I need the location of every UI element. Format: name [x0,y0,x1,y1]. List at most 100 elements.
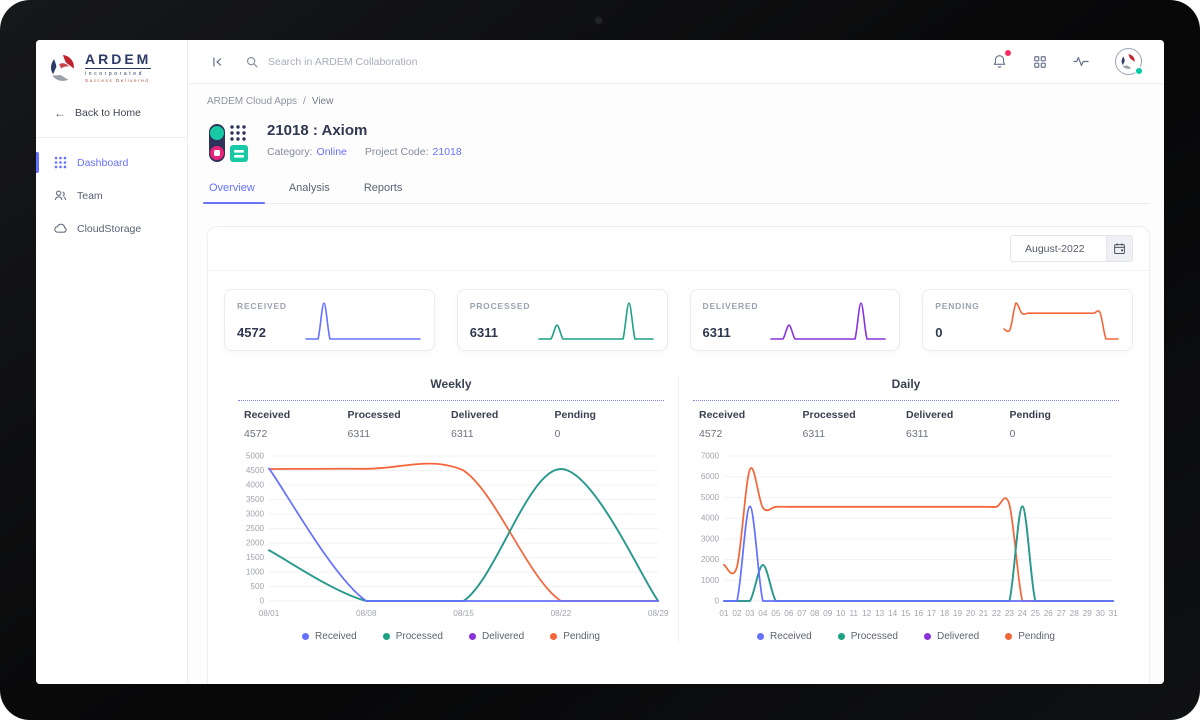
panel-body: RECEIVED 4572 PROCESSED 6311 DEL [208,271,1149,642]
legend-item-delivered[interactable]: Delivered [924,631,979,642]
legend-item-received[interactable]: Received [302,631,357,642]
stat-value: 6311 [702,325,731,340]
stat-value: 6311 [469,325,498,340]
svg-text:10: 10 [836,608,845,618]
brand-name: ARDEM [85,51,152,67]
svg-text:4000: 4000 [701,513,720,523]
apps-grid-icon [1034,55,1046,68]
legend-dot [302,633,310,640]
svg-text:05: 05 [771,608,780,618]
calendar-button[interactable] [1106,235,1133,262]
legend-label: Delivered [937,631,980,642]
app-window: ARDEM incorporated Success Delivered ← B… [36,40,1164,684]
stat-card-received: RECEIVED 4572 [224,289,435,351]
chart-title: Weekly [430,377,472,391]
legend-item-pending[interactable]: Pending [1005,631,1055,642]
sidebar-item-cloudstorage[interactable]: CloudStorage [36,212,187,245]
search-input[interactable] [268,55,528,68]
stat-column-value: 6311 [802,428,826,440]
legend-label: Processed [850,631,898,642]
sidebar-collapse-button[interactable] [210,55,224,69]
user-avatar[interactable] [1115,48,1143,75]
project-header: 21018 : Axiom Category: Online Project Co… [207,121,1150,165]
svg-text:14: 14 [888,608,897,618]
sidebar: ARDEM incorporated Success Delivered ← B… [36,40,188,684]
sidebar-nav: Dashboard Team CloudStorage [36,138,187,245]
sidebar-item-dashboard[interactable]: Dashboard [36,146,187,179]
stat-label: PROCESSED [469,301,531,311]
svg-text:11: 11 [849,608,858,618]
svg-text:500: 500 [250,581,264,591]
legend-dot [924,633,931,640]
brand-tagline: Success Delivered [85,78,150,83]
legend-item-delivered[interactable]: Delivered [469,631,524,642]
daily-line-chart[interactable]: 0 1000 2000 3000 4000 5000 6000 7000 01 02 03 04 05 0… [693,448,1119,623]
svg-text:16: 16 [914,608,923,618]
apps-button[interactable] [1033,55,1047,69]
svg-text:22: 22 [992,608,1001,618]
bell-icon [993,55,1006,68]
brand-subtitle: incorporated [85,68,152,77]
cloud-icon [54,223,67,233]
ardem-logo: ARDEM incorporated Success Delivered [36,40,187,93]
topbar-icons [992,48,1143,75]
legend-item-processed[interactable]: Processed [382,631,443,642]
svg-text:27: 27 [1057,608,1066,618]
daily-chart-stats: Received 4572 Processed 6311 Delivered 6311… [693,401,1119,440]
tab-reports[interactable]: Reports [363,182,403,194]
svg-text:17: 17 [927,608,936,618]
sidebar-item-team[interactable]: Team [36,179,187,212]
stat-column-label: Delivered [906,409,954,421]
global-search [246,55,992,68]
breadcrumb-parent[interactable]: ARDEM Cloud Apps [207,96,298,107]
search-icon [246,56,258,68]
activity-button[interactable] [1073,55,1089,68]
legend-item-pending[interactable]: Pending [550,631,600,642]
svg-text:20: 20 [966,608,975,618]
dotted-divider [238,400,664,401]
svg-text:0: 0 [715,595,720,605]
legend-label: Pending [1018,631,1055,642]
weekly-line-chart[interactable]: 0 500 1000 1500 2000 2500 3000 3500 4000 4500 5000… [238,448,669,623]
svg-text:18: 18 [940,608,949,618]
legend-dot [757,633,765,640]
back-to-home-link[interactable]: ← Back to Home [36,93,187,125]
month-picker [1010,235,1133,262]
svg-text:08: 08 [810,608,819,618]
svg-text:02: 02 [732,608,741,618]
stat-card-processed: PROCESSED 6311 [456,289,668,351]
tab-analysis[interactable]: Analysis [288,182,330,194]
svg-text:24: 24 [1018,608,1027,618]
svg-text:25: 25 [1031,608,1040,618]
svg-text:15: 15 [901,608,910,618]
svg-text:3000: 3000 [701,533,720,543]
svg-text:04: 04 [758,608,767,618]
tab-overview[interactable]: Overview [203,182,265,204]
svg-text:3000: 3000 [246,508,265,518]
page-content: ARDEM Cloud Apps / View [188,84,1164,684]
stat-label: RECEIVED [237,301,287,311]
legend-dot [1005,633,1013,640]
legend-item-received[interactable]: Received [757,631,812,642]
breadcrumb-current: View [311,96,334,107]
main-area: ARDEM Cloud Apps / View [188,40,1164,684]
svg-text:21: 21 [979,608,988,618]
legend-dot [837,633,845,640]
weekly-chart-legend: Received Processed Delivered Pending [238,631,664,642]
svg-text:03: 03 [745,608,754,618]
month-picker-input[interactable] [1010,235,1106,262]
stat-column-label: Received [699,409,746,421]
pending-sparkline [1003,302,1119,340]
stat-value: 0 [935,325,943,340]
stat-column-label: Pending [1009,409,1051,421]
avatar-logo-icon [1121,54,1135,69]
collapse-sidebar-icon [213,56,222,67]
legend-item-processed[interactable]: Processed [837,631,898,642]
notification-badge [1005,50,1011,56]
category-value[interactable]: Online [316,146,347,158]
svg-text:09: 09 [823,608,832,618]
project-code-value[interactable]: 21018 [432,146,462,158]
project-code: Project Code: 21018 [365,146,462,158]
notifications-button[interactable] [992,50,1011,69]
